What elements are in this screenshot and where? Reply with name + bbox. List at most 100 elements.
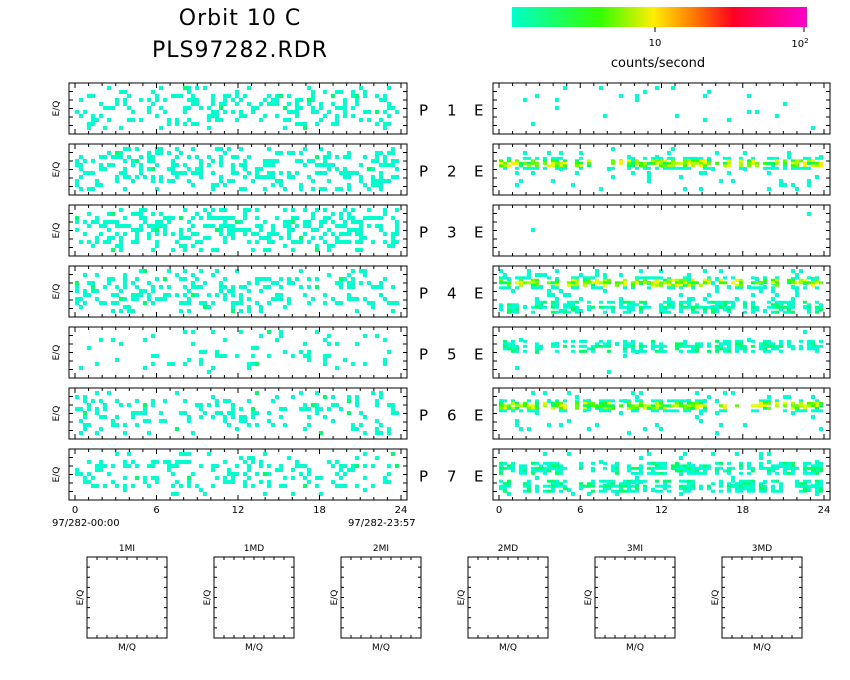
band-cell bbox=[683, 344, 687, 348]
heat-cell bbox=[395, 228, 399, 232]
heat-cell bbox=[255, 411, 259, 415]
heat-cell bbox=[247, 171, 251, 175]
heat-cell bbox=[383, 240, 387, 244]
band-cell bbox=[627, 344, 631, 348]
heat-cell bbox=[747, 338, 751, 342]
band-cell bbox=[535, 286, 539, 290]
heat-cell bbox=[339, 90, 343, 94]
heat-cell bbox=[95, 273, 99, 277]
heat-cell bbox=[75, 228, 79, 232]
heat-cell bbox=[243, 167, 247, 171]
band-cell bbox=[739, 484, 743, 488]
heat-cell bbox=[75, 289, 79, 293]
heat-cell bbox=[191, 147, 195, 151]
heat-cell bbox=[211, 484, 215, 488]
heat-cell bbox=[815, 492, 819, 496]
band-cell bbox=[811, 342, 815, 346]
heat-cell bbox=[231, 155, 235, 159]
heat-cell bbox=[515, 183, 519, 187]
heat-cell bbox=[195, 240, 199, 244]
heat-cell bbox=[247, 309, 251, 313]
band-cell bbox=[759, 342, 763, 346]
band-cell bbox=[511, 344, 515, 348]
band-cell bbox=[807, 281, 811, 285]
heat-cell bbox=[283, 244, 287, 248]
heat-cell bbox=[207, 236, 211, 240]
x-tick-label: 12 bbox=[232, 505, 245, 516]
heat-cell bbox=[231, 110, 235, 114]
band-cell bbox=[787, 305, 791, 309]
heat-cell bbox=[367, 208, 371, 212]
heat-cell bbox=[299, 236, 303, 240]
heat-cell bbox=[239, 415, 243, 419]
band-cell bbox=[787, 308, 791, 312]
heat-cell bbox=[255, 171, 259, 175]
heat-cell bbox=[231, 411, 235, 415]
heat-cell bbox=[95, 391, 99, 395]
heat-cell bbox=[75, 159, 79, 163]
heat-cell bbox=[223, 183, 227, 187]
band-cell bbox=[635, 487, 639, 491]
heat-cell bbox=[259, 102, 263, 106]
band-cell bbox=[747, 487, 751, 491]
heat-cell bbox=[119, 151, 123, 155]
heat-cell bbox=[375, 110, 379, 114]
heat-cell bbox=[315, 163, 319, 167]
heat-cell bbox=[187, 236, 191, 240]
band-cell bbox=[811, 404, 815, 408]
band-cell bbox=[787, 461, 791, 465]
heat-cell bbox=[547, 151, 551, 155]
band-cell bbox=[795, 161, 799, 165]
heat-cell bbox=[163, 216, 167, 220]
band-cell bbox=[683, 469, 687, 473]
heat-cell bbox=[343, 106, 347, 110]
band-cell bbox=[555, 286, 559, 290]
band-cell bbox=[819, 469, 823, 473]
heat-cell bbox=[127, 309, 131, 313]
heat-cell bbox=[519, 338, 523, 342]
heat-cell bbox=[163, 232, 167, 236]
heat-cell bbox=[195, 86, 199, 90]
heat-cell bbox=[167, 179, 171, 183]
heat-cell bbox=[111, 106, 115, 110]
band-cell bbox=[659, 281, 663, 285]
heat-cell bbox=[747, 110, 751, 114]
heat-cell bbox=[367, 281, 371, 285]
heat-cell bbox=[619, 273, 623, 277]
band-cell bbox=[751, 276, 755, 280]
band-cell bbox=[603, 342, 607, 346]
band-cell bbox=[759, 482, 763, 486]
band-cell bbox=[727, 487, 731, 491]
band-cell bbox=[555, 310, 559, 314]
band-cell bbox=[655, 344, 659, 348]
heat-cell bbox=[119, 126, 123, 130]
heat-cell bbox=[307, 301, 311, 305]
heat-cell bbox=[363, 110, 367, 114]
heat-cell bbox=[219, 179, 223, 183]
heat-cell bbox=[351, 464, 355, 468]
heat-cell bbox=[219, 411, 223, 415]
band-cell bbox=[743, 305, 747, 309]
heat-cell bbox=[379, 281, 383, 285]
heat-cell bbox=[111, 248, 115, 252]
band-cell bbox=[807, 159, 811, 163]
band-cell bbox=[647, 404, 651, 408]
band-cell bbox=[639, 281, 643, 285]
heat-cell bbox=[103, 155, 107, 159]
heat-cell bbox=[115, 244, 119, 248]
band-cell bbox=[663, 409, 667, 413]
band-cell bbox=[527, 276, 531, 280]
heat-cell bbox=[255, 216, 259, 220]
right-panel bbox=[492, 265, 831, 318]
heat-cell bbox=[107, 151, 111, 155]
heat-cell bbox=[127, 224, 131, 228]
heat-cell bbox=[335, 118, 339, 122]
heat-cell bbox=[275, 297, 279, 301]
heat-cell bbox=[159, 411, 163, 415]
band-cell bbox=[803, 466, 807, 470]
band-cell bbox=[559, 164, 563, 168]
band-cell bbox=[619, 489, 623, 493]
heat-cell bbox=[103, 167, 107, 171]
band-cell bbox=[807, 471, 811, 475]
